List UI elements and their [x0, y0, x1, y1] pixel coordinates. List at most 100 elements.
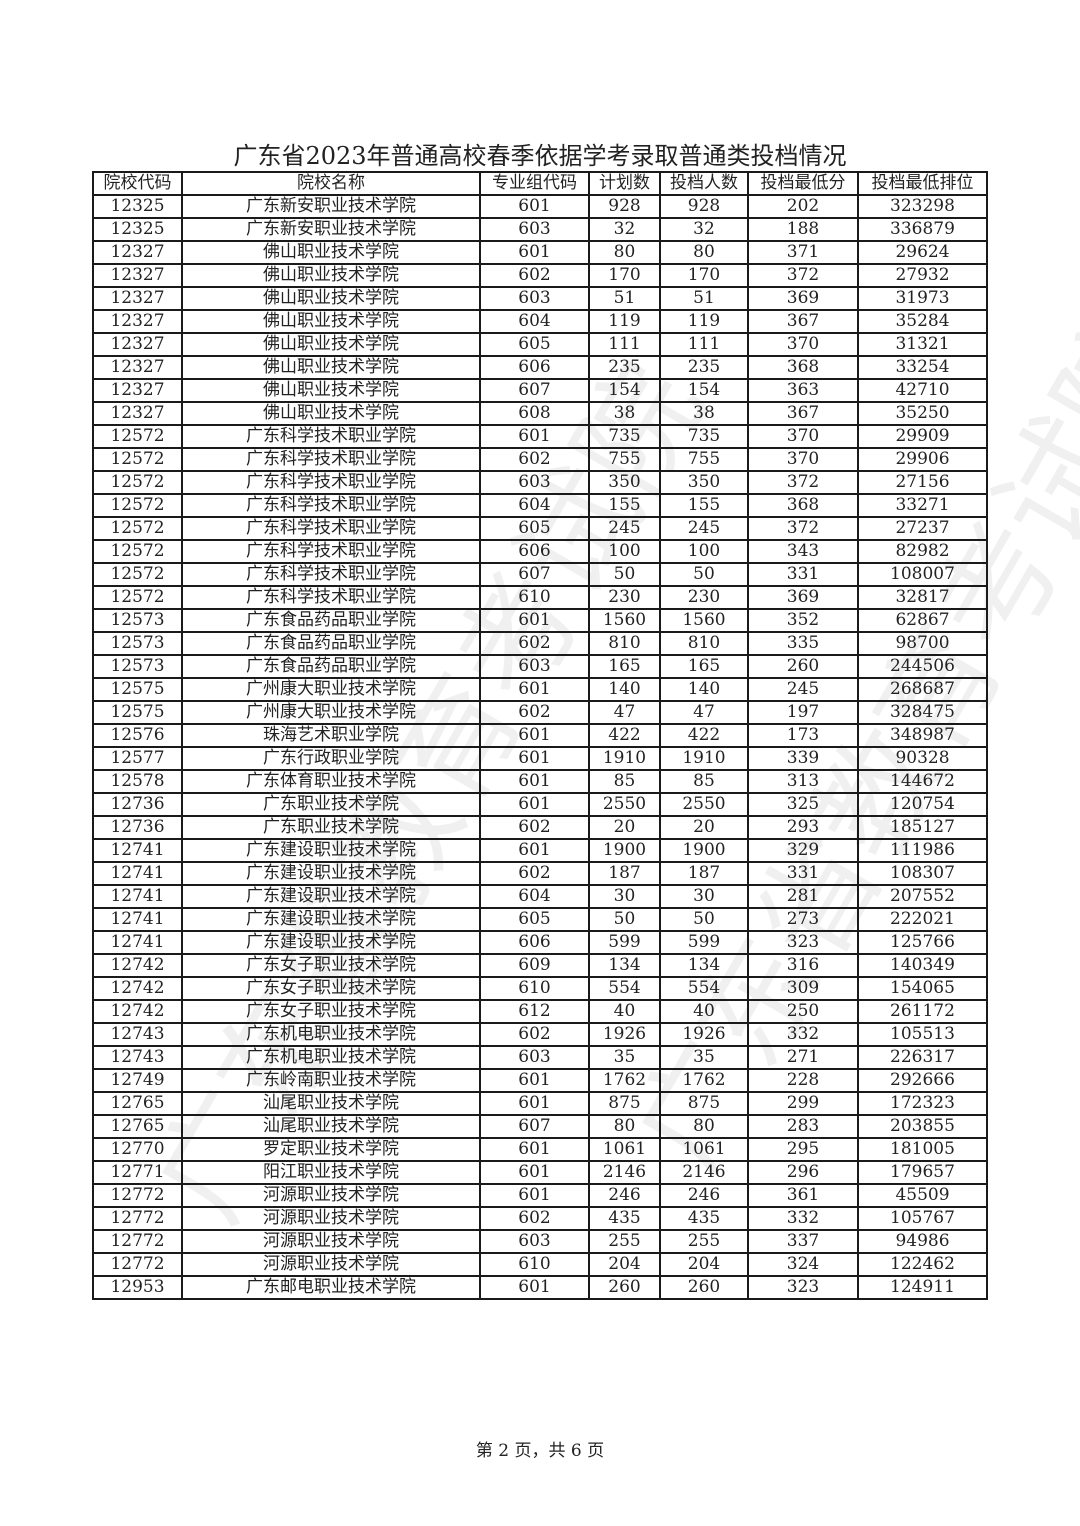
- cell-group-code: 601: [479, 424, 590, 449]
- cell-min-score: 371: [747, 240, 859, 265]
- cell-school-code: 12573: [92, 631, 183, 656]
- cell-group-code: 610: [479, 1252, 590, 1277]
- cell-plan-count: 2146: [588, 1160, 661, 1185]
- cell-min-score: 332: [747, 1206, 859, 1231]
- cell-school-name: 广东机电职业技术学院: [181, 1045, 481, 1070]
- cell-admitted-count: 230: [659, 585, 749, 610]
- cell-admitted-count: 51: [659, 286, 749, 311]
- cell-school-code: 12771: [92, 1160, 183, 1185]
- cell-group-code: 602: [479, 1022, 590, 1047]
- cell-group-code: 604: [479, 493, 590, 518]
- cell-min-score: 367: [747, 401, 859, 426]
- cell-plan-count: 245: [588, 516, 661, 541]
- cell-school-name: 广东建设职业技术学院: [181, 861, 481, 886]
- cell-group-code: 601: [479, 240, 590, 265]
- cell-admitted-count: 2146: [659, 1160, 749, 1185]
- cell-min-rank: 124911: [857, 1275, 988, 1300]
- cell-school-code: 12325: [92, 217, 183, 242]
- cell-group-code: 601: [479, 746, 590, 771]
- cell-school-name: 广东女子职业技术学院: [181, 976, 481, 1001]
- cell-school-name: 佛山职业技术学院: [181, 286, 481, 311]
- table-row: 12327 佛山职业技术学院 602 170 170 372 27932: [92, 263, 988, 288]
- cell-school-code: 12743: [92, 1022, 183, 1047]
- cell-min-rank: 244506: [857, 654, 988, 679]
- cell-plan-count: 204: [588, 1252, 661, 1277]
- cell-school-code: 12772: [92, 1252, 183, 1277]
- cell-min-rank: 292666: [857, 1068, 988, 1093]
- cell-admitted-count: 30: [659, 884, 749, 909]
- cell-min-score: 361: [747, 1183, 859, 1208]
- cell-plan-count: 735: [588, 424, 661, 449]
- cell-group-code: 602: [479, 1206, 590, 1231]
- cell-plan-count: 1061: [588, 1137, 661, 1162]
- cell-group-code: 609: [479, 953, 590, 978]
- cell-school-code: 12765: [92, 1091, 183, 1116]
- cell-school-name: 广东科学技术职业学院: [181, 447, 481, 472]
- cell-min-rank: 29624: [857, 240, 988, 265]
- cell-school-name: 广东新安职业技术学院: [181, 217, 481, 242]
- cell-min-rank: 328475: [857, 700, 988, 725]
- cell-school-code: 12742: [92, 976, 183, 1001]
- column-header-school-code: 院校代码: [92, 171, 183, 196]
- cell-school-name: 广东女子职业技术学院: [181, 953, 481, 978]
- cell-plan-count: 154: [588, 378, 661, 403]
- cell-school-code: 12741: [92, 861, 183, 886]
- cell-school-name: 广东科学技术职业学院: [181, 493, 481, 518]
- cell-school-name: 广东建设职业技术学院: [181, 838, 481, 863]
- table-row: 12578 广东体育职业技术学院 601 85 85 313 144672: [92, 769, 988, 794]
- table-row: 12772 河源职业技术学院 601 246 246 361 45509: [92, 1183, 988, 1208]
- table-row: 12572 广东科学技术职业学院 610 230 230 369 32817: [92, 585, 988, 610]
- cell-min-rank: 35250: [857, 401, 988, 426]
- cell-school-name: 广东建设职业技术学院: [181, 907, 481, 932]
- cell-school-code: 12572: [92, 424, 183, 449]
- cell-school-code: 12327: [92, 332, 183, 357]
- cell-admitted-count: 165: [659, 654, 749, 679]
- cell-school-code: 12325: [92, 194, 183, 219]
- cell-group-code: 601: [479, 1275, 590, 1300]
- cell-admitted-count: 134: [659, 953, 749, 978]
- table-row: 12772 河源职业技术学院 603 255 255 337 94986: [92, 1229, 988, 1254]
- cell-admitted-count: 100: [659, 539, 749, 564]
- table-row: 12772 河源职业技术学院 610 204 204 324 122462: [92, 1252, 988, 1277]
- cell-admitted-count: 245: [659, 516, 749, 541]
- cell-admitted-count: 350: [659, 470, 749, 495]
- cell-school-code: 12742: [92, 999, 183, 1024]
- cell-min-rank: 336879: [857, 217, 988, 242]
- cell-min-rank: 31973: [857, 286, 988, 311]
- cell-admitted-count: 599: [659, 930, 749, 955]
- cell-group-code: 603: [479, 470, 590, 495]
- cell-min-score: 370: [747, 424, 859, 449]
- cell-min-rank: 154065: [857, 976, 988, 1001]
- cell-admitted-count: 50: [659, 907, 749, 932]
- cell-min-rank: 181005: [857, 1137, 988, 1162]
- cell-min-score: 293: [747, 815, 859, 840]
- cell-school-name: 佛山职业技术学院: [181, 355, 481, 380]
- cell-school-code: 12578: [92, 769, 183, 794]
- cell-school-code: 12327: [92, 309, 183, 334]
- cell-school-code: 12327: [92, 240, 183, 265]
- cell-min-rank: 29909: [857, 424, 988, 449]
- table-row: 12572 广东科学技术职业学院 602 755 755 370 29906: [92, 447, 988, 472]
- cell-admitted-count: 35: [659, 1045, 749, 1070]
- cell-school-code: 12572: [92, 470, 183, 495]
- cell-school-name: 广东机电职业技术学院: [181, 1022, 481, 1047]
- cell-school-name: 广东科学技术职业学院: [181, 516, 481, 541]
- cell-school-name: 广东行政职业学院: [181, 746, 481, 771]
- cell-group-code: 601: [479, 1068, 590, 1093]
- cell-school-name: 广东食品药品职业学院: [181, 631, 481, 656]
- cell-plan-count: 80: [588, 240, 661, 265]
- cell-school-code: 12572: [92, 493, 183, 518]
- cell-min-score: 343: [747, 539, 859, 564]
- cell-min-rank: 207552: [857, 884, 988, 909]
- cell-admitted-count: 20: [659, 815, 749, 840]
- cell-group-code: 608: [479, 401, 590, 426]
- cell-min-score: 352: [747, 608, 859, 633]
- cell-min-score: 296: [747, 1160, 859, 1185]
- cell-plan-count: 100: [588, 539, 661, 564]
- cell-group-code: 612: [479, 999, 590, 1024]
- cell-school-name: 广州康大职业技术学院: [181, 700, 481, 725]
- cell-school-code: 12573: [92, 608, 183, 633]
- cell-group-code: 604: [479, 884, 590, 909]
- table-row: 12736 广东职业技术学院 602 20 20 293 185127: [92, 815, 988, 840]
- cell-school-code: 12572: [92, 562, 183, 587]
